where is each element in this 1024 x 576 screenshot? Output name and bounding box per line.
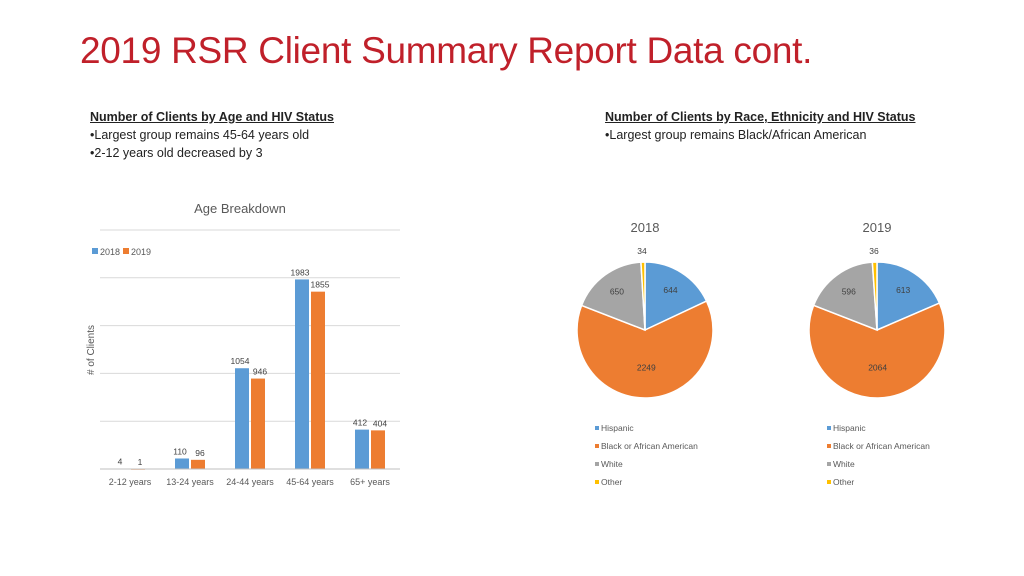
bar (355, 429, 369, 469)
age-summary: Number of Clients by Age and HIV Status … (90, 108, 334, 162)
bar (371, 430, 385, 469)
pie-data-label: 613 (896, 285, 910, 295)
pie-legend-label: Other (601, 477, 622, 487)
bar-chart-title: Age Breakdown (194, 201, 286, 216)
pie-chart-title: 2019 (863, 220, 892, 235)
pie-legend-label: White (601, 459, 623, 469)
pie-legend-swatch (827, 480, 831, 484)
age-summary-bullet: •Largest group remains 45-64 years old (90, 128, 310, 142)
legend-swatch (92, 248, 98, 254)
legend-label: 2018 (100, 247, 120, 257)
bar (235, 368, 249, 469)
bar (175, 458, 189, 469)
pie-data-label: 2249 (637, 362, 656, 372)
pie-slice (812, 261, 878, 332)
pie-legend-swatch (827, 462, 831, 466)
pie-data-label: 596 (842, 287, 856, 297)
bar-data-label: 1855 (311, 280, 330, 290)
bar-x-tick-label: 24-44 years (226, 477, 274, 487)
pie-legend-swatch (827, 426, 831, 430)
pie-slice (640, 261, 646, 331)
bar-data-label: 1054 (231, 356, 250, 366)
pie-chart-title: 2018 (631, 220, 660, 235)
pie-slice (576, 300, 714, 399)
pie-legend-label: Hispanic (601, 423, 634, 433)
pie-data-label: 36 (869, 246, 879, 256)
bar-data-label: 404 (373, 418, 387, 428)
legend-swatch (123, 248, 129, 254)
bar-x-tick-label: 13-24 years (166, 477, 214, 487)
bar-data-label: 110 (173, 446, 187, 456)
pie-legend-swatch (595, 462, 599, 466)
pie-data-label: 650 (610, 287, 624, 297)
bar-data-label: 4 (118, 457, 123, 467)
pie-legend-swatch (595, 444, 599, 448)
pie-data-label: 644 (663, 285, 677, 295)
pie-legend-label: White (833, 459, 855, 469)
bar (295, 279, 309, 469)
pie-slice (808, 302, 946, 399)
legend-label: 2019 (131, 247, 151, 257)
bar-data-label: 1983 (291, 267, 310, 277)
race-summary: Number of Clients by Race, Ethnicity and… (605, 108, 915, 144)
pie-legend-label: Other (833, 477, 854, 487)
pie-slice (644, 261, 708, 332)
pie-legend-label: Black or African American (833, 441, 930, 451)
page-title: 2019 RSR Client Summary Report Data cont… (80, 30, 813, 71)
race-summary-heading: Number of Clients by Race, Ethnicity and… (605, 110, 916, 124)
pie-data-label: 2064 (868, 362, 887, 372)
bar-x-tick-label: 65+ years (350, 477, 390, 487)
pie-slice (580, 261, 646, 332)
bar-data-label: 96 (195, 448, 205, 458)
bar-x-tick-label: 45-64 years (286, 477, 334, 487)
pie-legend-label: Black or African American (601, 441, 698, 451)
bar-y-axis-label: # of Clients (86, 325, 97, 375)
age-summary-bullet: •2-12 years old decreased by 3 (90, 146, 263, 160)
pie-legend-label: Hispanic (833, 423, 866, 433)
pie-legend-swatch (595, 480, 599, 484)
bar-x-tick-label: 2-12 years (109, 477, 152, 487)
pie-legend-swatch (595, 426, 599, 430)
bar-data-label: 412 (353, 418, 367, 428)
race-summary-bullet: •Largest group remains Black/African Ame… (605, 128, 867, 142)
pie-data-label: 34 (637, 246, 647, 256)
bar (311, 291, 325, 469)
bar-data-label: 1 (138, 457, 143, 467)
age-summary-heading: Number of Clients by Age and HIV Status (90, 110, 335, 124)
pie-legend-swatch (827, 444, 831, 448)
pie-slice (871, 261, 878, 331)
bar-data-label: 946 (253, 367, 267, 377)
bar (251, 378, 265, 469)
bar (191, 459, 205, 469)
pie-slice (876, 261, 941, 332)
